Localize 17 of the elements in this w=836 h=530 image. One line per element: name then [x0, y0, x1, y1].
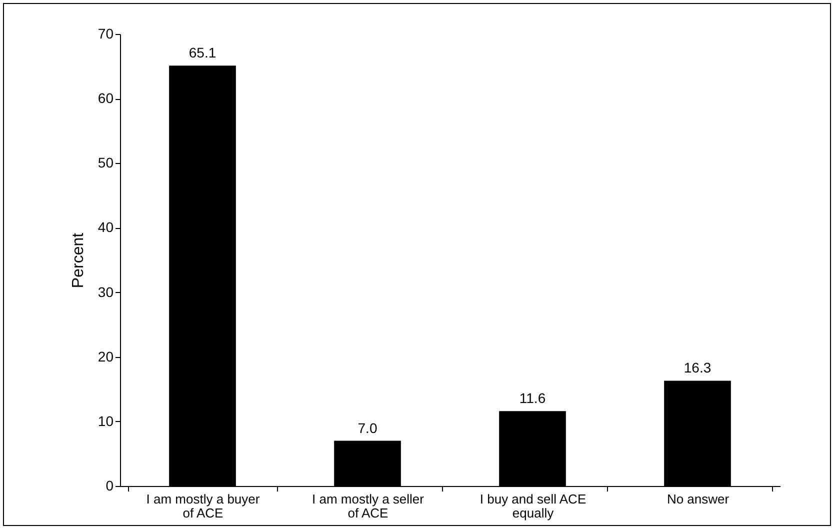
y-tick-label: 0 [106, 478, 114, 494]
y-tick-label: 50 [98, 154, 114, 171]
y-tick-label: 40 [98, 219, 114, 236]
data-label: 11.6 [519, 390, 546, 406]
y-tick-label: 70 [98, 26, 114, 42]
data-label: 65.1 [188, 44, 216, 61]
x-tick-label: I am mostly a seller of ACE [312, 492, 425, 520]
y-tick-label: 30 [98, 284, 114, 300]
x-tick-label: No answer [666, 492, 730, 506]
data-label: 16.3 [684, 360, 712, 376]
data-label: 7.0 [358, 420, 378, 436]
y-axis-title: Percent [70, 232, 87, 288]
x-tick-label: I buy and sell ACE equally [480, 492, 586, 520]
y-tick-label: 20 [98, 348, 114, 364]
y-tick-label: 10 [98, 412, 114, 429]
x-tick-label: I am mostly a buyer of ACE [146, 492, 260, 520]
y-tick-label: 60 [98, 90, 114, 106]
